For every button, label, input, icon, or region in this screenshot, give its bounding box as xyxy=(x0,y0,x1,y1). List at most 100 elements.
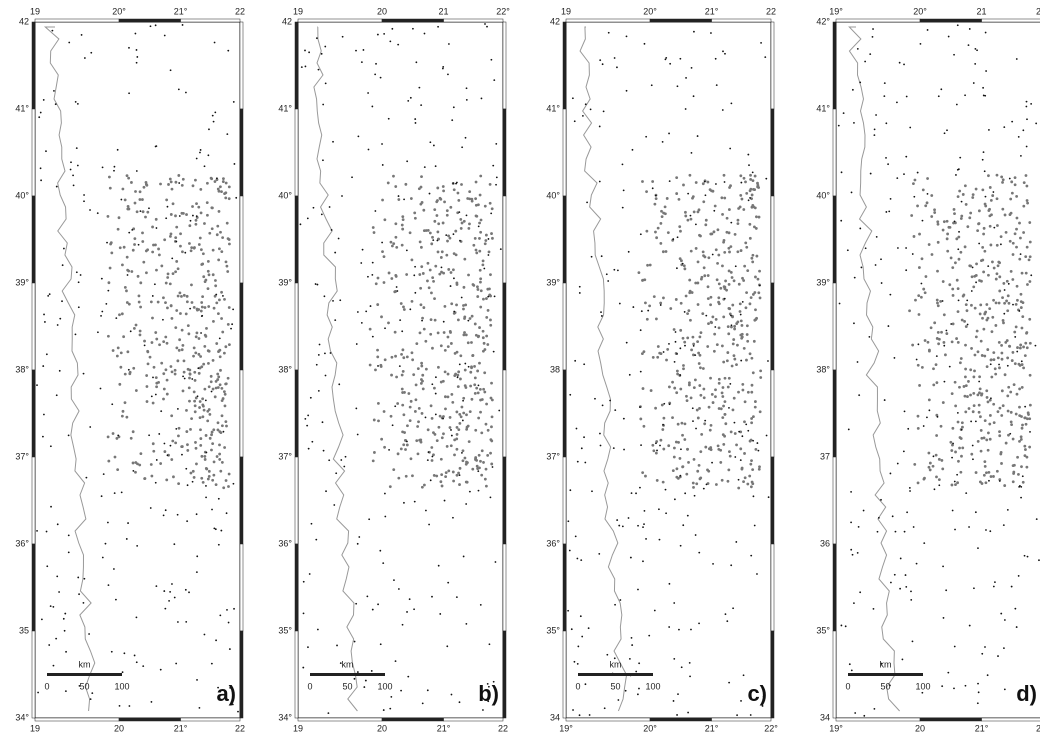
event-dot xyxy=(221,397,225,400)
frame-bar xyxy=(31,21,36,110)
event-dot xyxy=(452,516,454,519)
event-dot xyxy=(183,377,186,380)
event-dot xyxy=(905,95,908,98)
event-dot xyxy=(745,358,748,362)
event-dot xyxy=(476,391,480,395)
event-dot xyxy=(67,434,70,437)
event-dot xyxy=(935,475,938,479)
event-dot xyxy=(953,212,956,216)
event-dot xyxy=(474,180,478,184)
event-dot xyxy=(464,136,467,139)
event-dot xyxy=(964,367,967,371)
event-dot xyxy=(122,335,126,339)
event-dot xyxy=(185,620,188,623)
event-dot xyxy=(750,356,754,360)
event-dot xyxy=(75,271,78,274)
event-dot xyxy=(1018,405,1021,409)
event-dot xyxy=(750,421,754,425)
event-dot xyxy=(189,249,193,253)
event-dot xyxy=(180,183,184,187)
event-dot xyxy=(393,330,397,334)
event-dot xyxy=(736,320,740,324)
event-dot xyxy=(212,319,215,323)
event-dot xyxy=(166,205,169,208)
event-dot xyxy=(890,581,892,584)
event-dot xyxy=(227,343,231,347)
event-dot xyxy=(193,246,196,249)
event-dot xyxy=(465,623,468,625)
event-dot xyxy=(942,617,945,619)
event-dot xyxy=(80,34,83,36)
event-dot xyxy=(1012,383,1016,387)
event-dot xyxy=(740,181,743,184)
event-dot xyxy=(470,397,474,401)
event-dot xyxy=(467,440,471,444)
event-dot xyxy=(403,501,405,504)
frame-bar xyxy=(919,717,982,722)
event-dot xyxy=(379,643,382,646)
event-dot xyxy=(940,459,944,462)
event-dot xyxy=(165,478,169,482)
event-dot xyxy=(198,416,202,420)
event-dot xyxy=(998,478,1002,481)
event-dot xyxy=(908,487,911,489)
event-dot xyxy=(928,348,931,352)
event-dot xyxy=(1028,240,1032,244)
event-dot xyxy=(889,684,891,687)
event-dot xyxy=(740,197,744,201)
event-dot xyxy=(343,465,346,468)
event-dot xyxy=(217,258,221,262)
event-dot xyxy=(728,450,731,454)
event-dot xyxy=(658,351,662,355)
event-dot xyxy=(445,444,449,448)
event-dot xyxy=(468,190,472,193)
event-dot xyxy=(746,339,750,343)
event-dot xyxy=(129,436,133,440)
event-dot xyxy=(198,400,202,403)
event-dot xyxy=(484,239,488,242)
event-dot xyxy=(462,333,466,337)
event-dot xyxy=(439,457,443,461)
event-dot xyxy=(662,351,665,353)
event-dot xyxy=(205,451,208,454)
event-dot xyxy=(317,68,320,71)
event-dot xyxy=(994,372,998,376)
event-dot xyxy=(676,714,678,716)
event-dot xyxy=(317,389,320,392)
event-dot xyxy=(995,272,999,276)
event-dot xyxy=(594,397,596,400)
event-dot xyxy=(413,500,416,503)
event-dot xyxy=(214,483,218,487)
event-dot xyxy=(190,246,194,250)
event-dot xyxy=(874,264,877,266)
event-dot xyxy=(964,343,967,347)
event-dot xyxy=(910,214,914,217)
event-dot xyxy=(961,446,965,450)
frame-bar xyxy=(562,369,567,458)
event-dot xyxy=(209,176,213,180)
event-dot xyxy=(109,241,113,245)
event-dot xyxy=(426,279,429,283)
event-dot xyxy=(113,492,116,495)
event-dot xyxy=(223,192,226,196)
event-dot xyxy=(148,434,151,437)
event-dot xyxy=(447,268,451,271)
event-dot xyxy=(219,614,222,617)
event-dot xyxy=(980,436,984,440)
event-dot xyxy=(903,410,906,413)
event-dot xyxy=(473,236,477,240)
event-dot xyxy=(687,309,691,313)
event-dot xyxy=(338,383,341,386)
event-dot xyxy=(155,145,158,148)
event-dot xyxy=(426,428,430,432)
event-dot xyxy=(1019,292,1023,296)
event-dot xyxy=(142,185,146,189)
event-dot xyxy=(446,645,449,648)
event-dot xyxy=(197,337,201,340)
event-dot xyxy=(837,124,840,127)
event-dot xyxy=(325,490,327,493)
event-dot xyxy=(963,245,967,249)
event-dot xyxy=(199,443,203,447)
event-dot xyxy=(445,234,448,237)
event-dot xyxy=(194,351,198,355)
